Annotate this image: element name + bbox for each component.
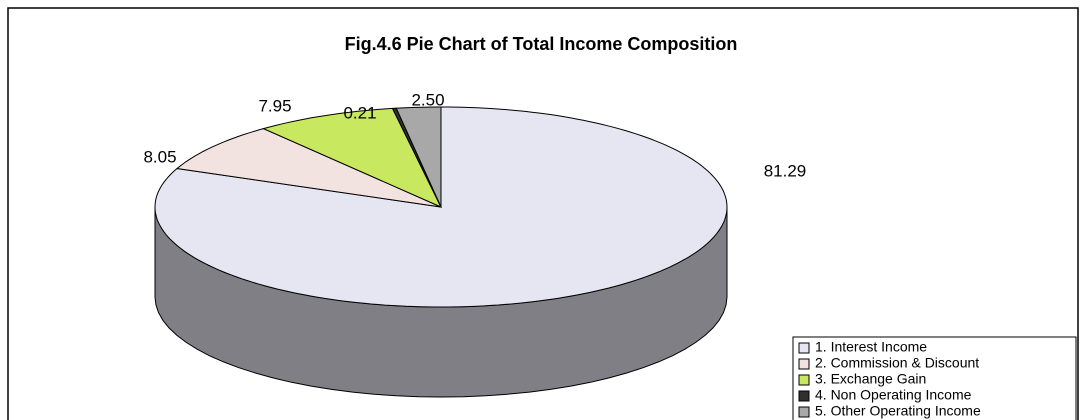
- legend-box: [792, 336, 1077, 420]
- data-label: 8.05: [143, 147, 176, 166]
- legend-swatch: [798, 374, 810, 386]
- data-label: 81.29: [764, 161, 807, 180]
- legend-label: 5. Other Operating Income: [815, 403, 981, 419]
- legend-label: 4. Non Operating Income: [815, 387, 972, 403]
- legend-swatch: [798, 358, 810, 370]
- slice: [261, 107, 443, 209]
- data-label: 7.95: [258, 96, 291, 115]
- legend-label: 1. Interest Income: [815, 339, 927, 355]
- legend-swatch: [798, 390, 810, 402]
- pie: 81.29 8.05 7.95 0.21 2.50: [143, 90, 807, 398]
- legend-swatch: [798, 406, 810, 418]
- legend-swatch: [798, 342, 810, 354]
- data-label: 0.21: [343, 103, 376, 122]
- legend-label: 2. Commission & Discount: [815, 355, 979, 371]
- chart-title: Fig.4.6 Pie Chart of Total Income Compos…: [345, 34, 738, 54]
- legend-label: 3. Exchange Gain: [815, 371, 926, 387]
- slice: [395, 106, 442, 208]
- slice: [175, 128, 442, 208]
- data-label: 2.50: [411, 90, 444, 109]
